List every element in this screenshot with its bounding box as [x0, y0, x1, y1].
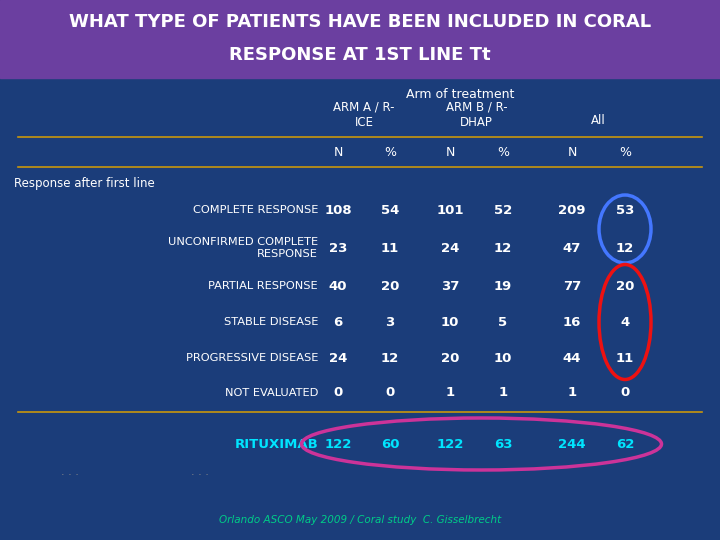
Text: 5: 5 — [498, 315, 508, 328]
Text: WHAT TYPE OF PATIENTS HAVE BEEN INCLUDED IN CORAL: WHAT TYPE OF PATIENTS HAVE BEEN INCLUDED… — [69, 13, 651, 31]
Text: ARM B / R-
DHAP: ARM B / R- DHAP — [446, 100, 508, 130]
Text: All: All — [591, 113, 606, 126]
Text: Arm of treatment: Arm of treatment — [406, 89, 514, 102]
Text: · · ·: · · · — [191, 470, 209, 480]
Text: ARM A / R-
ICE: ARM A / R- ICE — [333, 100, 395, 130]
Text: UNCONFIRMED COMPLETE
RESPONSE: UNCONFIRMED COMPLETE RESPONSE — [168, 237, 318, 259]
Text: RITUXIMAB: RITUXIMAB — [234, 437, 318, 450]
Text: 37: 37 — [441, 280, 459, 293]
Text: 47: 47 — [563, 241, 581, 254]
Text: %: % — [384, 146, 396, 159]
Text: 122: 122 — [436, 437, 464, 450]
Text: 60: 60 — [381, 437, 400, 450]
Text: 3: 3 — [385, 315, 395, 328]
Text: 23: 23 — [329, 241, 347, 254]
Text: N: N — [333, 146, 343, 159]
Text: 11: 11 — [381, 241, 399, 254]
Text: 6: 6 — [333, 315, 343, 328]
Text: RESPONSE AT 1ST LINE Tt: RESPONSE AT 1ST LINE Tt — [229, 46, 491, 64]
Text: 10: 10 — [494, 352, 512, 365]
Text: 20: 20 — [441, 352, 459, 365]
Text: 108: 108 — [324, 204, 352, 217]
Text: PROGRESSIVE DISEASE: PROGRESSIVE DISEASE — [186, 353, 318, 363]
Text: 20: 20 — [381, 280, 399, 293]
Text: 77: 77 — [563, 280, 581, 293]
Bar — [0, 0, 720, 78]
Text: · · ·: · · · — [61, 470, 79, 480]
Text: 12: 12 — [494, 241, 512, 254]
Text: PARTIAL RESPONSE: PARTIAL RESPONSE — [208, 281, 318, 291]
Text: N: N — [445, 146, 455, 159]
Text: COMPLETE RESPONSE: COMPLETE RESPONSE — [193, 205, 318, 215]
Text: 0: 0 — [385, 387, 395, 400]
Text: 10: 10 — [441, 315, 459, 328]
Text: 244: 244 — [558, 437, 586, 450]
Text: 24: 24 — [329, 352, 347, 365]
Text: 12: 12 — [616, 241, 634, 254]
Text: 12: 12 — [381, 352, 399, 365]
Text: 19: 19 — [494, 280, 512, 293]
Text: %: % — [497, 146, 509, 159]
Text: 24: 24 — [441, 241, 459, 254]
Text: 4: 4 — [621, 315, 629, 328]
Text: Response after first line: Response after first line — [14, 177, 155, 190]
Text: 63: 63 — [494, 437, 512, 450]
Text: 62: 62 — [616, 437, 634, 450]
Text: STABLE DISEASE: STABLE DISEASE — [224, 317, 318, 327]
Text: NOT EVALUATED: NOT EVALUATED — [225, 388, 318, 398]
Text: 122: 122 — [324, 437, 351, 450]
Text: Orlando ASCO May 2009 / Coral study  C. Gisselbrecht: Orlando ASCO May 2009 / Coral study C. G… — [219, 515, 501, 525]
Text: 40: 40 — [329, 280, 347, 293]
Text: 1: 1 — [498, 387, 508, 400]
Text: 44: 44 — [563, 352, 581, 365]
Text: 53: 53 — [616, 204, 634, 217]
Text: 54: 54 — [381, 204, 399, 217]
Text: 1: 1 — [446, 387, 454, 400]
Text: 11: 11 — [616, 352, 634, 365]
Text: 52: 52 — [494, 204, 512, 217]
Text: 209: 209 — [558, 204, 586, 217]
Text: 0: 0 — [333, 387, 343, 400]
Text: N: N — [567, 146, 577, 159]
Text: 0: 0 — [621, 387, 629, 400]
Text: %: % — [619, 146, 631, 159]
Text: 101: 101 — [436, 204, 464, 217]
Text: 16: 16 — [563, 315, 581, 328]
Text: 20: 20 — [616, 280, 634, 293]
Text: 1: 1 — [567, 387, 577, 400]
